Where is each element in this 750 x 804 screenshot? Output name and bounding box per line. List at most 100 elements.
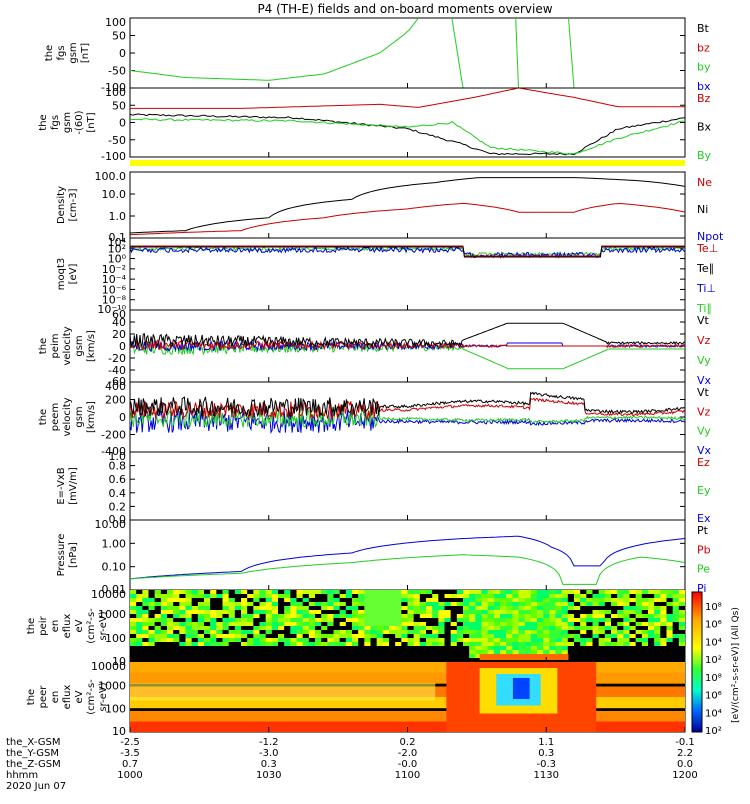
spectro-cell — [315, 594, 322, 599]
spectro-cell — [302, 618, 310, 623]
spectro-cell — [678, 626, 685, 631]
y-tick-label: 10⁰ — [108, 253, 127, 266]
spectro-cell — [358, 610, 365, 615]
spectro-cell — [641, 598, 649, 603]
spectro-cell — [290, 598, 297, 603]
spectro-cell — [167, 606, 174, 611]
spectro-cell — [469, 614, 476, 619]
spectro-cell — [364, 622, 371, 627]
spectro-cell — [592, 626, 600, 631]
spectro-cell — [463, 642, 470, 647]
spectro-cell — [580, 610, 587, 615]
spectro-cell — [265, 602, 273, 607]
spectro-cell — [444, 618, 452, 623]
spectro-cell — [432, 602, 439, 607]
spectro-cell — [524, 626, 532, 631]
spectro-cell — [191, 654, 199, 659]
y-axis-label-line: [mV/m] — [68, 467, 79, 505]
spectro-cell — [598, 598, 606, 603]
spectro-cell — [444, 646, 452, 651]
y-tick-label: 10⁻¹⁰ — [97, 303, 126, 316]
spectro-cell — [315, 626, 322, 631]
spectro-cell — [296, 606, 304, 611]
spectro-cell — [555, 614, 563, 619]
spectro-cell — [678, 606, 685, 611]
spectro-cell — [136, 614, 143, 619]
spectro-cell — [234, 650, 242, 655]
y-tick-label: 1000 — [98, 608, 126, 621]
spectro-cell — [432, 658, 439, 662]
spectro-cell — [426, 602, 433, 607]
spectro-cell — [259, 622, 267, 627]
spectro-cell — [253, 658, 260, 662]
spectro-cell — [130, 598, 137, 603]
spectro-cell — [629, 602, 637, 607]
spectro-cell — [271, 618, 279, 623]
spectro-cell — [635, 646, 643, 651]
spectro-cell — [315, 610, 322, 615]
spectro-cell — [629, 646, 637, 651]
spectro-cell — [345, 590, 353, 595]
y-axis-label-line: eV — [74, 619, 85, 632]
spectro-cell — [302, 634, 310, 639]
spectro-cell — [444, 642, 452, 647]
legend-entry: Npot — [697, 230, 724, 243]
spectro-cell — [179, 626, 186, 631]
spectro-cell — [339, 658, 347, 662]
spectro-cell — [660, 618, 667, 623]
spectro-cell — [629, 614, 637, 619]
y-axis-label-line: peem — [50, 403, 61, 431]
spectro-cell — [641, 650, 649, 655]
spectro-cell — [463, 654, 470, 659]
spectro-cell — [395, 622, 402, 627]
spectro-cell — [259, 598, 267, 603]
series-line-Bx — [130, 113, 685, 156]
spectro-cell — [672, 626, 680, 631]
spectro-cell — [204, 650, 211, 655]
y-axis-label-line: peim — [50, 333, 61, 358]
spectro-cell — [154, 638, 162, 643]
spectro-cell — [500, 622, 507, 627]
spectro-cell — [512, 630, 519, 635]
spectro-cell — [382, 610, 390, 615]
spectro-cell — [154, 602, 162, 607]
spectro-cell — [413, 638, 421, 643]
spectro-cell — [259, 646, 267, 651]
spectro-cell — [167, 590, 174, 595]
spectro-cell — [574, 642, 581, 647]
spectro-cell — [130, 638, 137, 643]
spectro-cell — [197, 606, 205, 611]
spectro-cell — [364, 610, 371, 615]
spectro-cell — [660, 630, 667, 635]
spectro-cell — [302, 646, 310, 651]
spectro-cell — [592, 642, 600, 647]
spectro-cell — [506, 598, 513, 603]
spectro-cell — [444, 590, 452, 595]
series-line-vz — [130, 339, 685, 351]
spectro-cell — [333, 606, 341, 611]
spectro-cell — [604, 630, 612, 635]
spectro-cell — [444, 598, 452, 603]
spectro-cell — [142, 634, 149, 639]
spectro-cell — [265, 590, 273, 595]
spectro-cell — [370, 594, 378, 599]
spectro-cell — [500, 590, 507, 595]
spectro-cell — [438, 598, 445, 603]
spectro-cell — [167, 646, 174, 651]
spectro-cell — [358, 618, 365, 623]
spectro-cell — [512, 646, 519, 651]
spectro-cell — [296, 594, 304, 599]
spectro-cell — [352, 594, 359, 599]
spectro-cell — [506, 642, 513, 647]
spectro-cell — [234, 610, 242, 615]
spectro-cell — [580, 626, 587, 631]
spectro-cell — [395, 598, 402, 603]
spectro-cell — [654, 622, 661, 627]
legend-entry: bz — [697, 41, 710, 54]
spectro-cell — [278, 638, 285, 643]
spectro-cell — [419, 658, 427, 662]
spectro-cell — [327, 634, 334, 639]
spectro-cell — [401, 590, 408, 595]
spectro-cell — [389, 618, 396, 623]
